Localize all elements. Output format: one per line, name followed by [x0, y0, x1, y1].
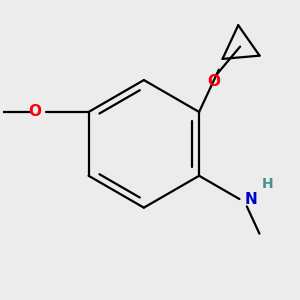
- Text: N: N: [244, 192, 257, 207]
- Text: H: H: [262, 177, 273, 191]
- Text: O: O: [28, 104, 41, 119]
- Text: O: O: [207, 74, 220, 89]
